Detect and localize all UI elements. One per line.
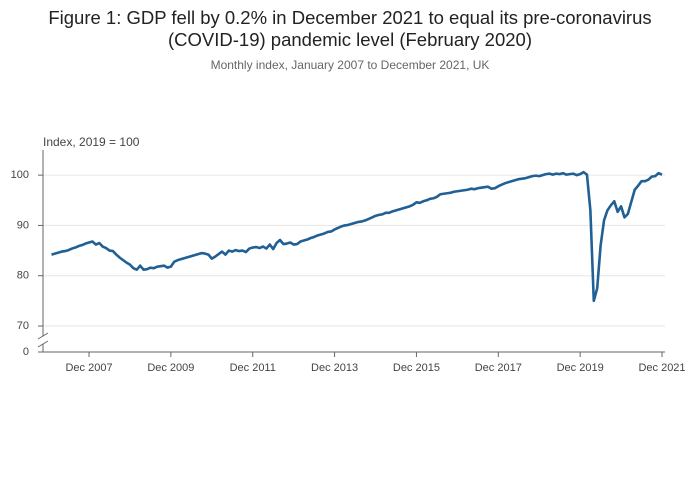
x-tick-label: Dec 2015	[393, 362, 440, 374]
x-tick-label: Dec 2011	[230, 362, 276, 374]
x-tick-label: Dec 2013	[311, 362, 358, 374]
y-tick-label: 100	[11, 169, 29, 181]
y-tick-label: 80	[17, 270, 29, 282]
chart-title: Figure 1: GDP fell by 0.2% in December 2…	[48, 7, 652, 50]
data-line	[51, 170, 663, 303]
y-tick-label: 70	[17, 320, 29, 332]
chart-subtitle: Monthly index, January 2007 to December …	[210, 58, 490, 72]
x-tick-label: Dec 2019	[557, 362, 604, 374]
x-tick-label: Dec 2017	[475, 362, 522, 374]
axis-break	[37, 340, 49, 348]
y-tick-label: 0	[23, 346, 29, 358]
y-axis-label: Index, 2019 = 100	[43, 135, 140, 149]
x-tick-label: Dec 2007	[65, 362, 112, 374]
x-tick-label: Dec 2009	[147, 362, 194, 374]
axis-break	[37, 332, 49, 340]
x-tick-label: Dec 2021	[638, 362, 685, 374]
y-tick-label: 90	[17, 219, 29, 231]
